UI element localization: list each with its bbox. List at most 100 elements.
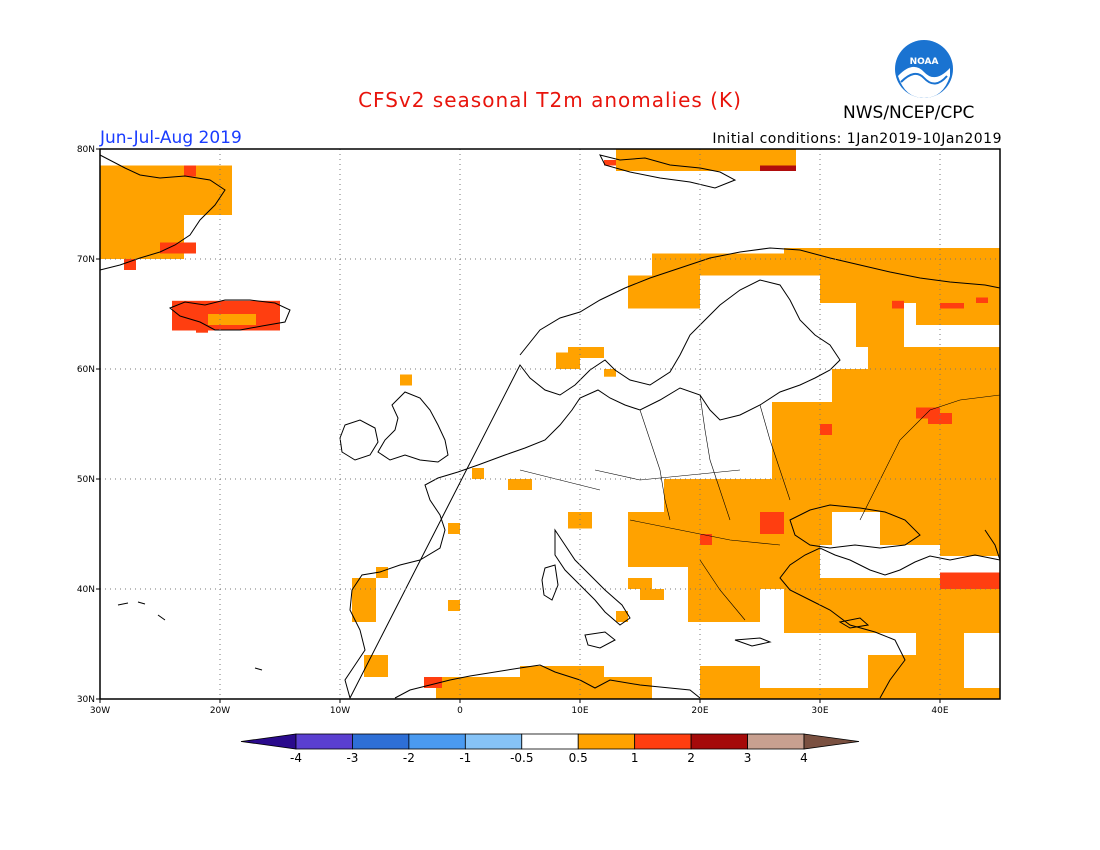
lat-label: 40N (77, 585, 95, 595)
anomaly-cell-orange (100, 242, 124, 254)
colorbar-label: -3 (346, 751, 358, 765)
lon-label: 20E (691, 706, 708, 716)
coastline-caspian (984, 529, 1001, 561)
anomaly-cell-orange (556, 352, 580, 369)
anomaly-cell-orange (472, 468, 484, 479)
anomaly-cell-red (928, 413, 952, 424)
lat-label: 80N (77, 145, 95, 155)
colorbar-swatch (352, 733, 410, 750)
anomaly-cell-orange (760, 688, 1000, 699)
colorbar-label: -1 (459, 751, 471, 765)
coastline-europe (344, 247, 1001, 700)
colorbar-label: 4 (800, 751, 808, 765)
anomaly-cell-orange (628, 556, 652, 567)
anomaly-cell-red (604, 160, 616, 166)
anomaly-cell-orange (628, 275, 700, 309)
anomaly-cell-orange (448, 523, 460, 534)
anomaly-cell-orange (616, 611, 628, 622)
lon-label: 20W (210, 706, 230, 716)
coastline-azores (117, 601, 166, 621)
coastline-britain (377, 391, 449, 463)
lat-label: 50N (77, 475, 95, 485)
anomaly-cell-red (976, 297, 988, 303)
anomaly-cell-orange (940, 545, 1000, 556)
colorbar-label: 2 (687, 751, 695, 765)
coastline-blacksea (789, 504, 921, 549)
forecast-period: Jun-Jul-Aug 2019 (100, 128, 242, 148)
anomaly-cell-red (160, 242, 196, 254)
anomaly-cell-orange (100, 165, 232, 215)
anomaly-cell-red (820, 424, 832, 435)
lat-label: 60N (77, 365, 95, 375)
anomaly-cell-red (184, 165, 196, 177)
coastlines (99, 154, 1001, 700)
noaa-logo: NOAA (895, 40, 953, 98)
coastline-crete (734, 637, 772, 647)
anomaly-cell-orange (700, 666, 760, 699)
colorbar-swatch (690, 733, 748, 750)
lat-label: 70N (77, 255, 95, 265)
anomaly-cell-red (892, 300, 904, 309)
colorbar-label: 3 (744, 751, 752, 765)
lon-label: 30W (90, 706, 110, 716)
coastline-sicily (584, 631, 616, 649)
agency-label: NWS/NCEP/CPC (843, 103, 975, 123)
colorbar-label: -4 (290, 751, 302, 765)
anomaly-cell-orange (568, 512, 592, 529)
coastline-iceland (169, 299, 291, 331)
anomaly-cell-orange (364, 655, 388, 677)
anomaly-cell-red (940, 572, 1000, 589)
coastline-greenland (99, 154, 226, 271)
coastline-svalbard (599, 154, 737, 189)
anomaly-cell-orange (400, 374, 412, 386)
anomaly-cell-orange (856, 303, 904, 347)
anomaly-cell-orange (568, 347, 604, 358)
colorbar-swatch (464, 733, 523, 750)
anomaly-cell-orange (352, 578, 376, 622)
coastline-sardinia (541, 564, 559, 601)
anomaly-cell-orange (640, 589, 664, 600)
initial-conditions: Initial conditions: 1Jan2019-10Jan2019 (712, 131, 1002, 147)
colorbar-swatch (408, 733, 466, 750)
map-frame (99, 148, 1001, 700)
lon-label: 10E (571, 706, 588, 716)
anomaly-cell-red (424, 677, 442, 688)
colorbar-swatch (747, 733, 805, 750)
colorbar-swatch (521, 733, 579, 750)
colorbar: -4 -3 -2 -1 -0.5 0.5 1 2 3 4 (240, 733, 860, 765)
coastline-cyprus (838, 617, 870, 629)
anomaly-cell-orange (616, 149, 796, 171)
anomaly-cell-red (700, 534, 712, 545)
anomaly-cell-red (940, 303, 964, 309)
coastline-madeira (254, 667, 263, 671)
colorbar-label: 1 (631, 751, 639, 765)
colorbar-label: -2 (403, 751, 415, 765)
anomaly-cell-orange (208, 314, 256, 325)
lon-label: 40E (931, 706, 948, 716)
coastline-ireland (339, 419, 379, 461)
anomaly-cells (100, 149, 1000, 699)
lat-label: 30N (77, 695, 95, 705)
coastline-italy (554, 528, 631, 626)
country-borders (519, 394, 1001, 621)
anomaly-cell-orange (508, 479, 532, 490)
anomaly-cell-darkred (760, 165, 796, 171)
anomaly-cell-red (124, 259, 136, 270)
anomaly-cell-orange (772, 402, 844, 479)
anomaly-cell-orange (628, 578, 652, 589)
colorbar-arrow-right (803, 733, 860, 750)
lon-label: 10W (330, 706, 350, 716)
anomaly-cell-red (196, 325, 208, 333)
lon-label: 0 (457, 706, 463, 716)
anomaly-cell-orange (376, 567, 388, 578)
lon-label: 30E (811, 706, 828, 716)
anomaly-cell-orange (448, 600, 460, 611)
chart-title: CFSv2 seasonal T2m anomalies (K) (358, 88, 742, 112)
colorbar-label: 0.5 (569, 751, 588, 765)
colorbar-label: -0.5 (510, 751, 533, 765)
colorbar-swatch (577, 733, 636, 750)
svg-text:NOAA: NOAA (910, 57, 939, 67)
anomaly-cell-orange (520, 666, 604, 688)
